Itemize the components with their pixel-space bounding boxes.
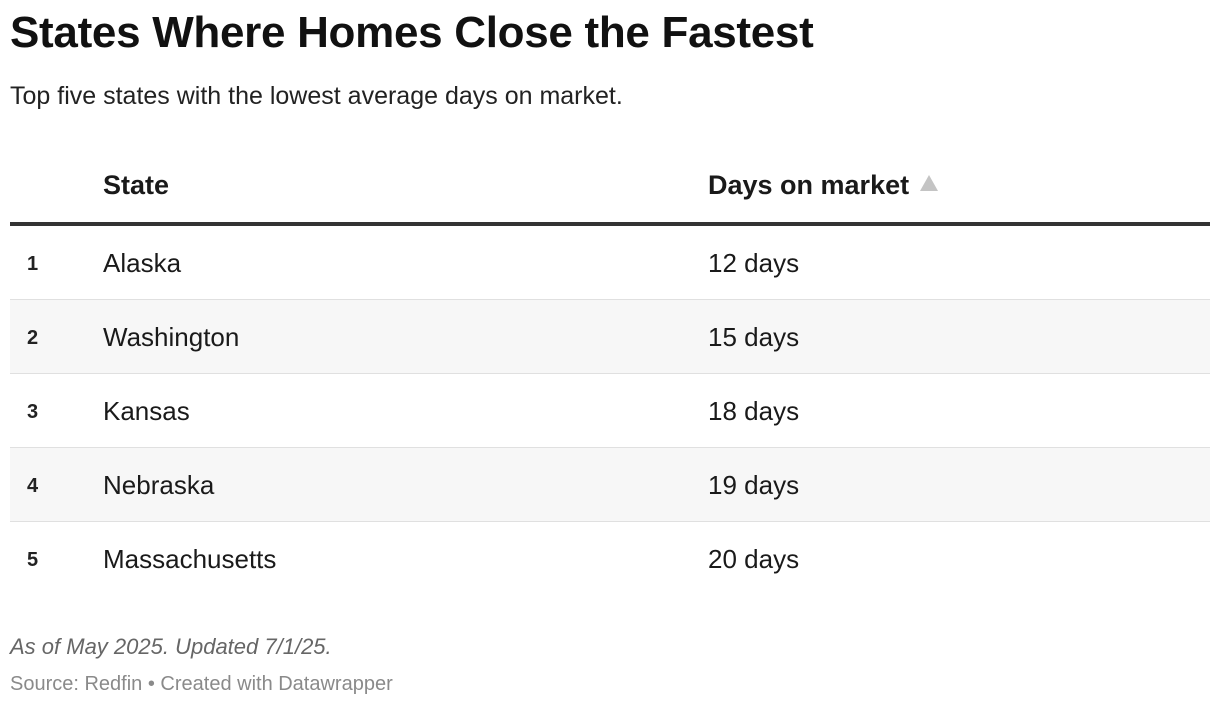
rank-cell: 1 xyxy=(27,253,39,275)
column-header-state[interactable]: State xyxy=(103,170,169,201)
table-row: 4 Nebraska 19 days xyxy=(10,448,1210,522)
state-cell: Alaska xyxy=(103,248,182,278)
state-cell: Kansas xyxy=(103,396,190,426)
chart-notes: As of May 2025. Updated 7/1/25. xyxy=(10,634,332,659)
column-header-state-label: State xyxy=(103,170,170,200)
table-row: 5 Massachusetts 20 days xyxy=(10,522,1210,595)
state-cell: Washington xyxy=(103,322,240,352)
days-cell: 19 days xyxy=(708,470,800,500)
data-table: State Days on market 1 Alaska 12 days 2 … xyxy=(10,150,1210,595)
rank-cell: 5 xyxy=(27,549,39,571)
table-row: 2 Washington 15 days xyxy=(10,300,1210,374)
days-cell: 15 days xyxy=(708,322,800,352)
chart-subtitle: Top five states with the lowest average … xyxy=(10,82,623,110)
table-row: 1 Alaska 12 days xyxy=(10,226,1210,300)
column-header-days-label: Days on market xyxy=(708,170,910,200)
rank-cell: 3 xyxy=(27,401,39,423)
days-cell: 20 days xyxy=(708,544,800,574)
table-header: State Days on market xyxy=(10,150,1210,226)
chart-footer: Source: Redfin • Created with Datawrappe… xyxy=(10,673,393,695)
table-row: 3 Kansas 18 days xyxy=(10,374,1210,448)
days-cell: 12 days xyxy=(708,248,800,278)
rank-cell: 2 xyxy=(27,327,39,349)
rank-cell: 4 xyxy=(27,475,39,497)
chart-title: States Where Homes Close the Fastest xyxy=(10,8,814,57)
state-cell: Massachusetts xyxy=(103,544,277,574)
state-cell: Nebraska xyxy=(103,470,215,500)
sort-ascending-icon[interactable] xyxy=(920,175,939,191)
column-header-days-on-market[interactable]: Days on market xyxy=(708,170,939,201)
days-cell: 18 days xyxy=(708,396,800,426)
